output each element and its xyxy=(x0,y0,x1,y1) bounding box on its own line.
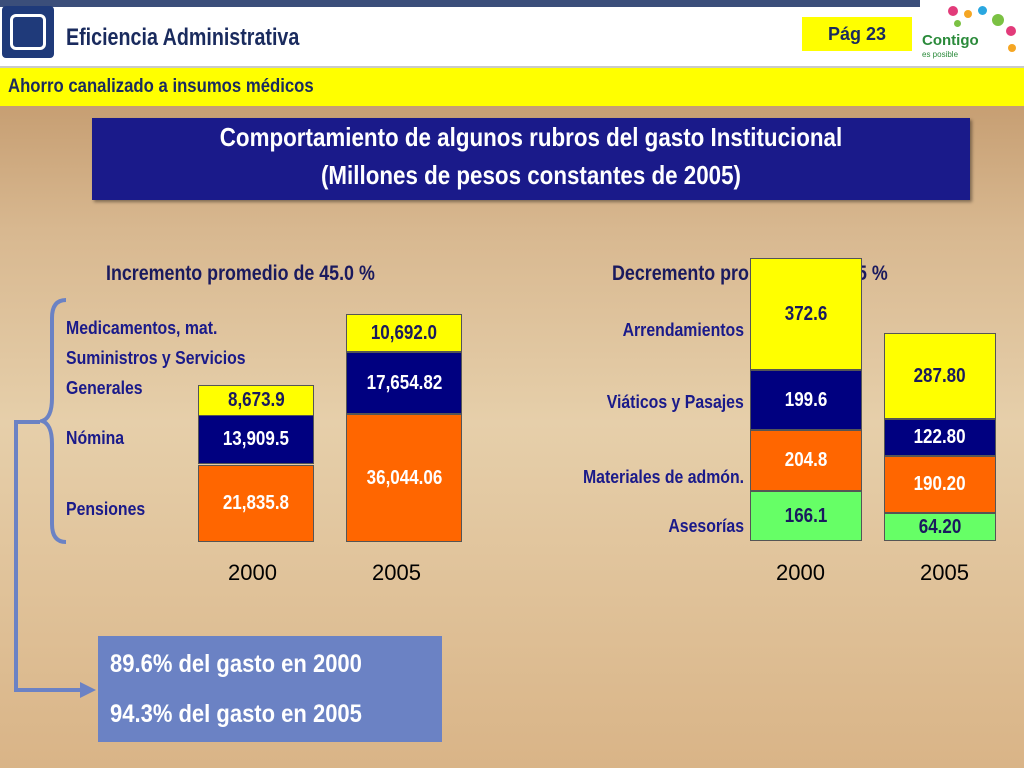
left-year-2000: 2000 xyxy=(228,560,277,585)
header-bar: Eficiencia Administrativa Pág 23 Contigo… xyxy=(0,0,1024,66)
brand-dot-icon xyxy=(1008,44,1016,52)
bar-segment-2005-0: 64.20 xyxy=(884,513,996,541)
bar-value-label: 17,654.82 xyxy=(366,371,442,394)
label-materiales: Materiales de admón. xyxy=(582,467,744,487)
bar-value-label: 190.20 xyxy=(913,473,966,495)
brand-dot-icon xyxy=(954,20,961,27)
bar-segment-2000-2: 8,673.9 xyxy=(198,385,314,416)
left-year-2005: 2005 xyxy=(372,560,421,585)
label-medicamentos-line1: Medicamentos, mat. xyxy=(66,318,218,338)
label-medicamentos-line2: Suministros y Servicios xyxy=(66,348,246,368)
bar-segment-2000-0: 166.1 xyxy=(750,491,862,541)
section-title: Ahorro canalizado a insumos médicos xyxy=(8,76,314,97)
summary-line2: 94.3% del gasto en 2005 xyxy=(110,700,362,728)
bar-value-label: 199.6 xyxy=(784,388,828,411)
brand-dot-icon xyxy=(992,14,1004,26)
bar-segment-2005-3: 287.80 xyxy=(884,333,996,419)
header-strip xyxy=(0,0,920,7)
main-title-line2: (Millones de pesos constantes de 2005) xyxy=(320,160,742,190)
brand-dot-icon xyxy=(948,6,958,16)
bar-value-label: 13,909.5 xyxy=(222,428,290,450)
bar-value-label: 204.8 xyxy=(784,449,828,471)
main-title-line1: Comportamiento de algunos rubros del gas… xyxy=(219,122,843,152)
label-asesorias: Asesorías xyxy=(668,516,744,536)
summary-line1: 89.6% del gasto en 2000 xyxy=(110,650,362,678)
app-title: Eficiencia Administrativa xyxy=(66,24,300,51)
brand-dot-icon xyxy=(978,6,987,15)
label-medicamentos-line3: Generales xyxy=(66,378,143,398)
bar-value-label: 122.80 xyxy=(913,426,966,448)
label-viaticos: Viáticos y Pasajes xyxy=(606,392,744,412)
brand-dot-icon xyxy=(964,10,972,18)
logo-mark-icon xyxy=(10,14,46,50)
label-pensiones: Pensiones xyxy=(66,499,146,519)
bar-segment-2005-0: 36,044.06 xyxy=(346,414,462,542)
bar-value-label: 36,044.06 xyxy=(366,466,442,489)
bar-segment-2000-3: 372.6 xyxy=(750,258,862,370)
bar-value-label: 10,692.0 xyxy=(370,321,438,344)
right-year-2000: 2000 xyxy=(776,560,825,585)
bar-segment-2005-1: 17,654.82 xyxy=(346,352,462,414)
brand-logo: Contigo es posible xyxy=(918,4,1024,64)
bar-segment-2005-2: 122.80 xyxy=(884,419,996,456)
label-arrendamientos: Arrendamientos xyxy=(622,320,744,340)
right-year-2005: 2005 xyxy=(920,560,969,585)
bar-segment-2000-1: 13,909.5 xyxy=(198,415,314,464)
page-number: Pág 23 xyxy=(802,17,912,51)
bar-segment-2000-2: 199.6 xyxy=(750,370,862,430)
left-chart-subtitle: Incremento promedio de 45.0 % xyxy=(106,262,375,285)
brand-text: Contigo xyxy=(922,32,979,49)
brand-subtext: es posible xyxy=(922,50,959,59)
institution-logo xyxy=(2,6,54,58)
bar-value-label: 21,835.8 xyxy=(222,492,290,514)
bar-value-label: 372.6 xyxy=(784,302,828,325)
bar-segment-2005-2: 10,692.0 xyxy=(346,314,462,352)
bar-value-label: 64.20 xyxy=(918,515,962,538)
label-nomina: Nómina xyxy=(66,428,125,448)
bar-value-label: 8,673.9 xyxy=(227,389,285,411)
bar-value-label: 287.80 xyxy=(913,364,966,387)
summary-box: 89.6% del gasto en 2000 94.3% del gasto … xyxy=(98,636,442,742)
bar-segment-2000-1: 204.8 xyxy=(750,430,862,491)
chart-main-title: Comportamiento de algunos rubros del gas… xyxy=(92,118,970,200)
bar-value-label: 166.1 xyxy=(784,504,828,527)
bar-segment-2005-1: 190.20 xyxy=(884,456,996,513)
brand-dot-icon xyxy=(1006,26,1016,36)
bar-segment-2000-0: 21,835.8 xyxy=(198,465,314,542)
section-header: Ahorro canalizado a insumos médicos xyxy=(0,66,1024,106)
